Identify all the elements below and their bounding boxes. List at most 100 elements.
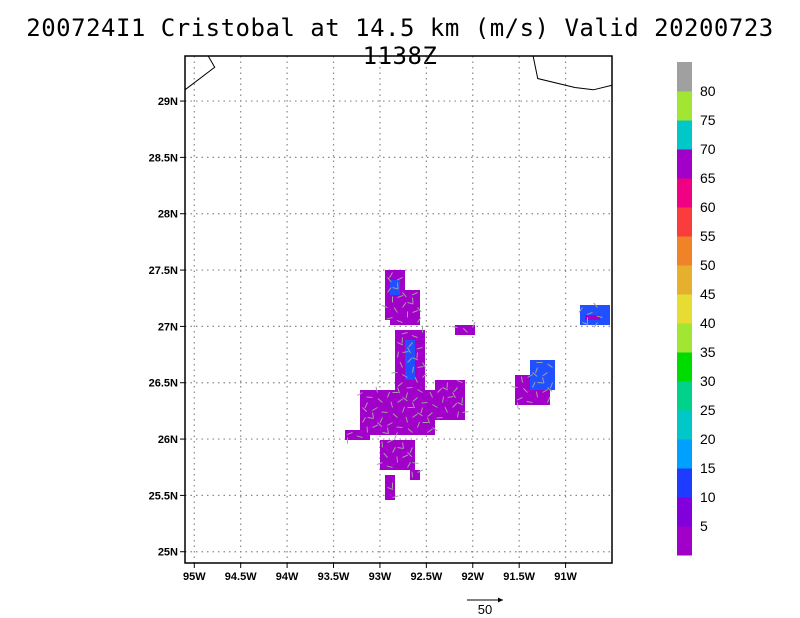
field-cell — [445, 400, 450, 405]
wind-vector — [364, 402, 368, 409]
field-cell — [435, 380, 440, 385]
field-cell — [395, 360, 400, 365]
field-cell — [460, 325, 465, 330]
lon-tick-label: 91W — [554, 571, 577, 583]
field-cell — [375, 425, 380, 430]
field-cell — [400, 295, 405, 300]
field-cell — [590, 305, 595, 310]
field-cell — [420, 395, 425, 400]
wind-vector — [593, 322, 598, 328]
field-cell — [530, 395, 535, 400]
field-cell — [385, 465, 390, 470]
wind-vector — [412, 413, 418, 418]
wind-vector — [422, 362, 426, 368]
wind-vector — [399, 361, 403, 368]
field-cell — [400, 270, 405, 275]
field-cell — [585, 310, 590, 315]
wind-vector — [397, 382, 403, 387]
wind-vector — [537, 382, 544, 384]
field-cell — [545, 360, 550, 365]
field-cell — [395, 375, 400, 380]
wind-vector — [462, 327, 468, 333]
field-cell — [375, 410, 380, 415]
colorbar-label: 45 — [700, 286, 716, 302]
field-cell — [360, 400, 365, 405]
field-cell — [405, 430, 410, 435]
wind-vector — [376, 462, 383, 466]
wind-vector — [446, 382, 448, 389]
field-cell — [420, 355, 425, 360]
field-cell — [345, 430, 350, 435]
wind-vector — [411, 471, 413, 478]
colorbar-label: 25 — [700, 402, 716, 418]
field-cell — [400, 450, 405, 455]
field-cell — [415, 405, 420, 410]
field-cell — [405, 380, 410, 385]
colorbar-label: 15 — [700, 460, 716, 476]
wind-vector — [432, 427, 438, 432]
wind-vector — [407, 428, 413, 433]
field-cell — [420, 415, 425, 420]
wind-vector — [387, 422, 393, 426]
field-cell — [440, 410, 445, 415]
colorbar-swatch — [677, 526, 692, 556]
coastlines — [184, 55, 613, 91]
field-cell — [415, 315, 420, 320]
field-cell — [405, 295, 410, 300]
coastline — [532, 55, 613, 91]
wind-vector — [593, 302, 598, 308]
lat-tick-label: 27N — [158, 321, 178, 333]
field-cell — [400, 310, 405, 315]
colorbar-swatch — [677, 178, 692, 208]
wind-vector — [383, 452, 388, 458]
field-cell — [515, 380, 520, 385]
field-cell — [390, 410, 395, 415]
reference-vector-label: 50 — [478, 602, 492, 617]
field-cell — [540, 370, 545, 375]
field-cell — [530, 390, 535, 395]
wind-vector — [402, 454, 409, 458]
colorbar-label: 10 — [700, 489, 716, 505]
wind-vector — [387, 287, 392, 293]
field-cell — [360, 430, 365, 435]
field-cell — [385, 420, 390, 425]
field-cell — [525, 380, 530, 385]
field-cell — [385, 405, 390, 410]
field-cell — [455, 390, 460, 395]
wind-vector — [517, 402, 519, 409]
colorbar-swatch — [677, 120, 692, 150]
wind-vector — [417, 365, 424, 368]
wind-speed-field — [345, 270, 610, 500]
field-cell — [405, 350, 410, 355]
field-cell — [450, 395, 455, 400]
field-cell — [425, 425, 430, 430]
field-cell — [605, 315, 610, 320]
field-cell — [420, 380, 425, 385]
field-cell — [605, 310, 610, 315]
field-cell — [365, 390, 370, 395]
wind-vector — [427, 428, 433, 433]
field-cell — [445, 390, 450, 395]
field-cell — [460, 330, 465, 335]
colorbar-label: 40 — [700, 315, 716, 331]
lat-tick-label: 26N — [158, 434, 178, 446]
wind-vector — [366, 426, 368, 433]
wind-vector — [390, 401, 393, 408]
field-cell — [425, 395, 430, 400]
wind-vector — [406, 387, 413, 389]
field-cell — [515, 375, 520, 380]
field-cell — [530, 375, 535, 380]
wind-vector — [391, 372, 398, 374]
field-cell — [600, 310, 605, 315]
field-cell — [410, 360, 415, 365]
colorbar-label: 55 — [700, 228, 716, 244]
field-cell — [390, 395, 395, 400]
field-cell — [400, 385, 405, 390]
field-cell — [385, 460, 390, 465]
field-cell — [370, 420, 375, 425]
reference-vector: 50 — [467, 597, 503, 617]
field-cell — [360, 395, 365, 400]
field-cell — [355, 430, 360, 435]
field-cell — [420, 340, 425, 345]
field-cell — [545, 365, 550, 370]
